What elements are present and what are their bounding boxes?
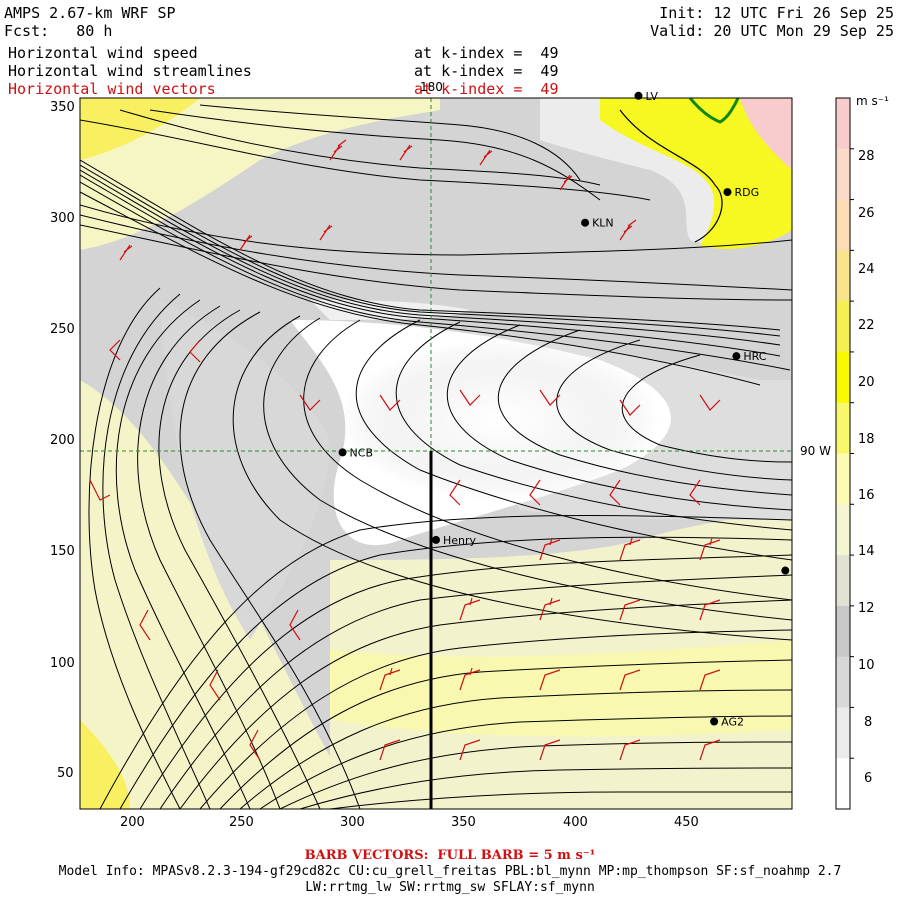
barb-note: BARB VECTORS: FULL BARB = 5 m s⁻¹ xyxy=(304,848,596,863)
colorbar-label-8: 8 xyxy=(864,715,873,730)
colorbar-swatch xyxy=(836,504,850,556)
station-dot xyxy=(781,566,790,575)
colorbar-label-6: 6 xyxy=(864,771,873,786)
x-tick-350: 350 xyxy=(451,815,476,830)
colorbar-unit: m s⁻¹ xyxy=(856,94,889,108)
field-streamlines: Horizontal wind streamlines xyxy=(8,62,252,80)
colorbar-swatch xyxy=(836,707,850,759)
colorbar-swatch xyxy=(836,148,850,201)
colorbar-label-28: 28 xyxy=(858,149,875,164)
model-title: AMPS 2.67-km WRF SP xyxy=(4,4,176,22)
model-info-physics: LW:rrtmg_lw SW:rrtmg_sw SFLAY:sf_mynn xyxy=(305,880,595,895)
station-label: LV xyxy=(645,90,658,103)
station-markers: LV RDG KLN HRC NCB Henry AG2 xyxy=(338,90,790,728)
streamlines xyxy=(80,104,792,809)
station-label: KLN xyxy=(592,217,614,230)
x-tick-450: 450 xyxy=(674,815,699,830)
station-label: RDG xyxy=(734,186,759,199)
colorbar-swatch xyxy=(836,351,850,404)
y-tick-250: 250 xyxy=(50,322,75,337)
field-wind-speed: Horizontal wind speed xyxy=(8,44,198,62)
y-tick-150: 150 xyxy=(50,544,75,559)
station-dot xyxy=(723,188,732,197)
y-tick-350: 350 xyxy=(50,100,75,115)
y-tick-300: 300 xyxy=(50,211,75,226)
colorbar-swatch xyxy=(836,758,850,810)
colorbar-swatch xyxy=(836,605,850,658)
colorbar-swatch xyxy=(836,402,850,454)
colorbar xyxy=(836,98,854,810)
station-dot xyxy=(710,717,719,726)
forecast-hour: Fcst: 80 h xyxy=(4,22,113,40)
colorbar-swatch xyxy=(836,555,850,607)
model-info: Model Info: MPASv8.2.3-194-gf29cd82c CU:… xyxy=(58,864,842,879)
station-label: Henry xyxy=(443,534,477,547)
station-dot xyxy=(581,218,590,227)
wind-speed-shading xyxy=(80,98,792,809)
colorbar-label-22: 22 xyxy=(858,318,875,333)
colorbar-label-10: 10 xyxy=(858,658,875,673)
y-tick-50: 50 xyxy=(57,766,74,781)
colorbar-swatch xyxy=(836,199,850,251)
station-dot xyxy=(634,91,643,100)
colorbar-label-26: 26 xyxy=(858,206,875,221)
field-streamlines-level: at k-index = 49 xyxy=(414,62,559,80)
station-label: HRC xyxy=(743,350,766,363)
x-tick-400: 400 xyxy=(563,815,588,830)
field-vectors-level: at k-index = 49 xyxy=(414,80,559,98)
plot-frame xyxy=(79,97,793,810)
colorbar-swatch xyxy=(836,250,850,302)
colorbar-label-24: 24 xyxy=(858,262,875,277)
x-tick-200: 200 xyxy=(120,815,145,830)
colorbar-label-20: 20 xyxy=(858,375,875,390)
station-dot xyxy=(432,535,440,544)
colorbar-label-18: 18 xyxy=(858,432,875,447)
parallel-label: 90 W xyxy=(800,444,831,458)
station-label: AG2 xyxy=(721,715,744,728)
station-dot xyxy=(732,352,741,361)
wind-barbs xyxy=(89,139,721,761)
x-tick-300: 300 xyxy=(340,815,365,830)
field-wind-speed-level: at k-index = 49 xyxy=(414,44,559,62)
meridian-label: 180 xyxy=(420,80,443,94)
field-vectors: Horizontal wind vectors xyxy=(8,80,216,98)
station-label: NCB xyxy=(350,446,373,459)
colorbar-label-12: 12 xyxy=(858,601,875,616)
colorbar-swatch xyxy=(836,453,850,505)
colorbar-label-14: 14 xyxy=(858,544,875,559)
colorbar-label-16: 16 xyxy=(858,488,875,503)
valid-time: Valid: 20 UTC Mon 29 Sep 25 xyxy=(650,22,894,40)
colorbar-swatch xyxy=(836,656,850,708)
init-time: Init: 12 UTC Fri 26 Sep 25 xyxy=(659,4,894,22)
y-tick-100: 100 xyxy=(50,656,75,671)
colorbar-swatch xyxy=(836,98,850,150)
y-tick-200: 200 xyxy=(50,433,75,448)
station-dot xyxy=(338,448,347,457)
colorbar-frame xyxy=(835,97,851,810)
x-tick-250: 250 xyxy=(229,815,254,830)
colorbar-swatch xyxy=(836,301,850,353)
